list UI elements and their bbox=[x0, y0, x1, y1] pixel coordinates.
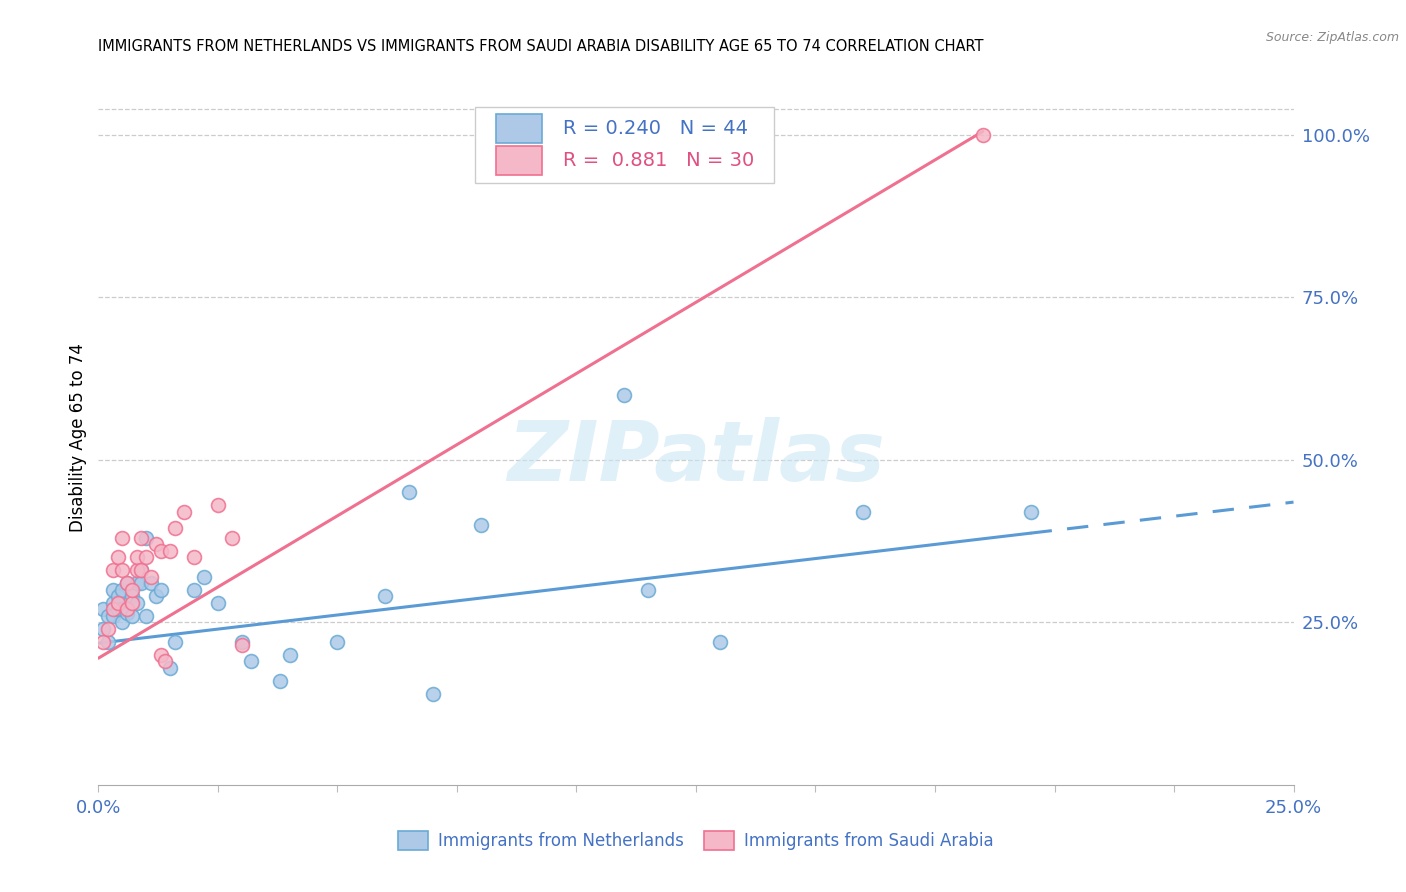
Point bbox=[326, 635, 349, 649]
Point bbox=[131, 531, 153, 545]
Point bbox=[101, 563, 124, 577]
Point bbox=[163, 635, 186, 649]
Point bbox=[97, 608, 120, 623]
Point bbox=[149, 582, 172, 597]
Point bbox=[121, 582, 143, 597]
Point bbox=[183, 582, 205, 597]
Point bbox=[121, 608, 143, 623]
Point bbox=[149, 544, 172, 558]
Point bbox=[155, 654, 177, 668]
FancyBboxPatch shape bbox=[496, 145, 541, 175]
Point bbox=[398, 485, 420, 500]
Point bbox=[107, 602, 129, 616]
Point bbox=[139, 570, 162, 584]
Point bbox=[91, 602, 114, 616]
Point bbox=[115, 602, 138, 616]
Point bbox=[97, 635, 120, 649]
Point bbox=[637, 582, 659, 597]
Point bbox=[1019, 505, 1042, 519]
Point bbox=[111, 531, 134, 545]
Point bbox=[131, 563, 153, 577]
Point bbox=[91, 635, 114, 649]
Point bbox=[125, 563, 148, 577]
Point bbox=[111, 582, 134, 597]
Point bbox=[193, 570, 215, 584]
Point bbox=[111, 615, 134, 630]
Point bbox=[240, 654, 263, 668]
Point bbox=[278, 648, 301, 662]
Point bbox=[135, 608, 157, 623]
Point bbox=[131, 576, 153, 591]
Point bbox=[374, 590, 396, 604]
FancyBboxPatch shape bbox=[496, 113, 541, 143]
Point bbox=[101, 582, 124, 597]
Point bbox=[101, 596, 124, 610]
Point bbox=[135, 531, 157, 545]
Point bbox=[125, 596, 148, 610]
Point bbox=[207, 596, 229, 610]
Point bbox=[221, 531, 243, 545]
Point bbox=[163, 521, 186, 535]
Point bbox=[115, 576, 138, 591]
Point bbox=[101, 608, 124, 623]
Y-axis label: Disability Age 65 to 74: Disability Age 65 to 74 bbox=[69, 343, 87, 532]
Legend: Immigrants from Netherlands, Immigrants from Saudi Arabia: Immigrants from Netherlands, Immigrants … bbox=[391, 824, 1001, 856]
Point bbox=[107, 596, 129, 610]
Point bbox=[852, 505, 875, 519]
Point bbox=[183, 550, 205, 565]
Point bbox=[107, 590, 129, 604]
Text: IMMIGRANTS FROM NETHERLANDS VS IMMIGRANTS FROM SAUDI ARABIA DISABILITY AGE 65 TO: IMMIGRANTS FROM NETHERLANDS VS IMMIGRANT… bbox=[98, 38, 984, 54]
Point bbox=[139, 576, 162, 591]
Point bbox=[159, 544, 181, 558]
Point bbox=[121, 590, 143, 604]
Point bbox=[149, 648, 172, 662]
Text: ZIPatlas: ZIPatlas bbox=[508, 417, 884, 499]
Text: Source: ZipAtlas.com: Source: ZipAtlas.com bbox=[1265, 31, 1399, 45]
Point bbox=[125, 576, 148, 591]
Point bbox=[422, 687, 444, 701]
Point bbox=[231, 638, 253, 652]
Point bbox=[111, 563, 134, 577]
Point bbox=[111, 602, 134, 616]
Point bbox=[613, 388, 636, 402]
Point bbox=[231, 635, 253, 649]
Point bbox=[709, 635, 731, 649]
Point bbox=[470, 517, 492, 532]
Point bbox=[91, 622, 114, 636]
Point bbox=[115, 606, 138, 620]
Point bbox=[145, 537, 167, 551]
Point bbox=[125, 550, 148, 565]
Point bbox=[269, 673, 291, 688]
Point bbox=[107, 550, 129, 565]
Point bbox=[972, 128, 994, 142]
Text: R = 0.240   N = 44: R = 0.240 N = 44 bbox=[564, 119, 748, 137]
Point bbox=[131, 563, 153, 577]
Point bbox=[101, 602, 124, 616]
Point bbox=[159, 661, 181, 675]
Point bbox=[135, 550, 157, 565]
Point bbox=[121, 596, 143, 610]
FancyBboxPatch shape bbox=[475, 106, 773, 183]
Point bbox=[115, 576, 138, 591]
Point bbox=[207, 499, 229, 513]
Point bbox=[145, 590, 167, 604]
Point bbox=[173, 505, 195, 519]
Text: R =  0.881   N = 30: R = 0.881 N = 30 bbox=[564, 151, 755, 169]
Point bbox=[97, 622, 120, 636]
